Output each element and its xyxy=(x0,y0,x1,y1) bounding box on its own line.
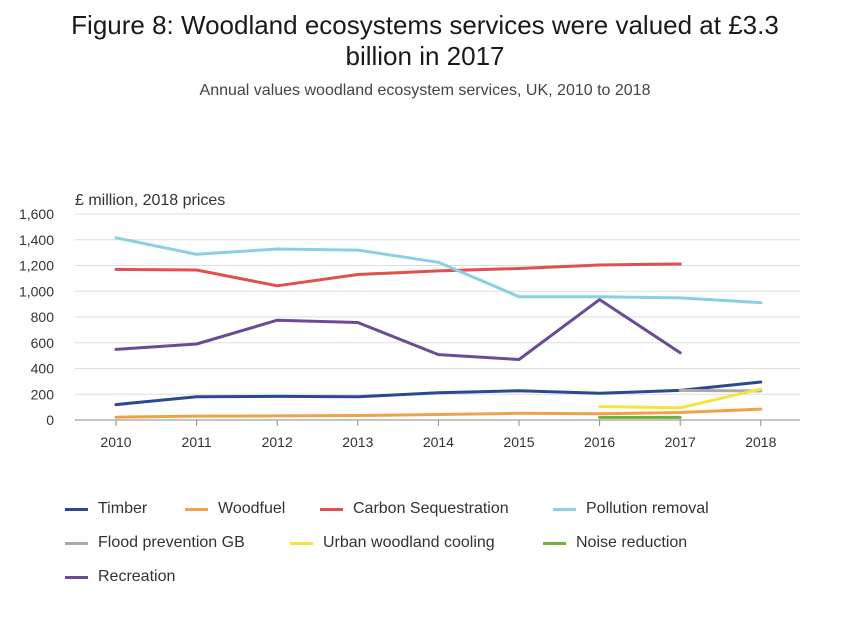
x-tick-label: 2013 xyxy=(342,434,373,450)
series-line-carbon-sequestration xyxy=(114,262,682,288)
series-line-pollution-removal xyxy=(114,236,763,305)
series-line-woodfuel xyxy=(114,407,763,419)
y-tick-label: 600 xyxy=(31,335,55,351)
y-tick-label: 200 xyxy=(31,386,55,402)
series-line-urban-woodland-cooling xyxy=(598,387,763,410)
legend-item-woodfuel: Woodfuel xyxy=(185,500,285,518)
x-tick-label: 2018 xyxy=(745,434,776,450)
x-tick-label: 2011 xyxy=(182,434,212,450)
legend-label: Timber xyxy=(98,500,148,517)
legend-label: Recreation xyxy=(98,568,176,585)
x-tick-label: 2012 xyxy=(262,434,293,450)
x-tick-label: 2016 xyxy=(584,434,615,450)
y-axis-ticks: 0 200 400 600 800 1,000 1,200 1,400 1,600 xyxy=(19,206,54,428)
y-tick-label: 1,000 xyxy=(19,283,54,299)
legend-swatch xyxy=(290,541,313,545)
legend-item-carbon-sequestration: Carbon Sequestration xyxy=(320,500,509,518)
x-tick-label: 2014 xyxy=(423,434,454,450)
legend-item-noise-reduction: Noise reduction xyxy=(543,534,687,552)
y-tick-label: 1,400 xyxy=(19,232,54,248)
legend-swatch xyxy=(65,541,88,545)
legend-swatch xyxy=(65,507,88,511)
series-lines xyxy=(114,236,763,419)
legend-label: Carbon Sequestration xyxy=(353,500,509,517)
y-tick-label: 1,600 xyxy=(19,206,54,222)
legend-item-recreation: Recreation xyxy=(65,568,175,586)
legend-item-flood-prevention-gb: Flood prevention GB xyxy=(65,534,245,552)
legend-item-timber: Timber xyxy=(65,500,147,518)
y-tick-label: 800 xyxy=(31,309,55,325)
legend-label: Urban woodland cooling xyxy=(323,534,495,551)
legend-label: Noise reduction xyxy=(576,534,688,551)
y-tick-label: 0 xyxy=(46,412,54,428)
legend-swatch xyxy=(185,507,208,511)
legend-label: Flood prevention GB xyxy=(98,534,245,551)
legend-swatch xyxy=(553,507,576,511)
x-axis-ticks: 2010 2011 2012 2013 2014 2015 2016 2017 2018 xyxy=(100,420,777,450)
chart-title: Figure 8: Woodland ecosystems services w… xyxy=(71,10,779,71)
x-tick-label: 2015 xyxy=(503,434,534,450)
x-tick-label: 2017 xyxy=(665,434,696,450)
legend-swatch xyxy=(320,507,343,511)
legend-label: Pollution removal xyxy=(586,500,709,517)
y-tick-label: 1,200 xyxy=(19,258,54,274)
legend-label: Woodfuel xyxy=(218,500,286,517)
legend-swatch xyxy=(543,541,566,545)
series-line-recreation xyxy=(114,298,682,361)
y-axis-unit-label: £ million, 2018 prices xyxy=(75,192,226,209)
legend-swatch xyxy=(65,575,88,579)
y-tick-label: 400 xyxy=(31,361,55,377)
legend-item-pollution-removal: Pollution removal xyxy=(553,500,709,518)
chart-subtitle: Annual values woodland ecosystem service… xyxy=(199,82,651,99)
x-tick-label: 2010 xyxy=(100,434,131,450)
series-line-timber xyxy=(114,380,763,407)
legend-item-urban-woodland-cooling: Urban woodland cooling xyxy=(290,534,495,552)
